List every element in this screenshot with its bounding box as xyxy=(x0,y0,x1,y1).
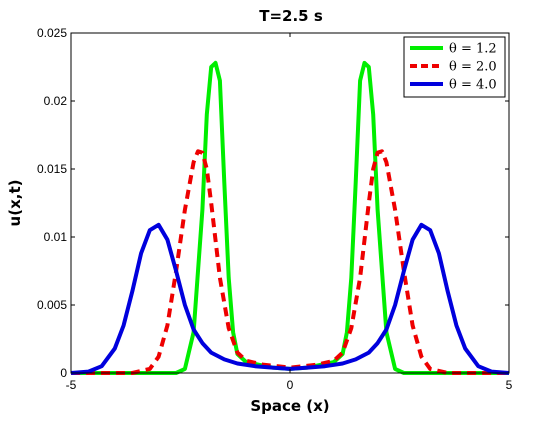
legend-label-3: θ = 4.0 xyxy=(449,78,497,93)
legend-label-2: θ = 2.0 xyxy=(449,60,497,75)
y-axis-title: u(x,t) xyxy=(6,180,24,227)
x-tick-label: -5 xyxy=(66,378,77,392)
y-tick-label: 0.005 xyxy=(37,298,67,312)
series-line-3 xyxy=(70,222,510,375)
legend-label-1: θ = 1.2 xyxy=(449,42,497,57)
legend: θ = 1.2 θ = 2.0 θ = 4.0 xyxy=(403,36,506,98)
legend-box xyxy=(403,36,506,98)
y-tick-label: 0 xyxy=(60,366,67,380)
series-layer xyxy=(70,60,510,375)
x-tick-label: 0 xyxy=(287,378,294,392)
x-axis-title: Space (x) xyxy=(250,397,329,415)
y-tick-label: 0.02 xyxy=(44,94,68,108)
y-tick-label: 0.015 xyxy=(37,162,67,176)
chart-title: T=2.5 s xyxy=(259,7,323,25)
x-tick-label: 5 xyxy=(506,378,513,392)
y-tick-label: 0.025 xyxy=(37,26,67,40)
y-tick-label: 0.01 xyxy=(44,230,68,244)
